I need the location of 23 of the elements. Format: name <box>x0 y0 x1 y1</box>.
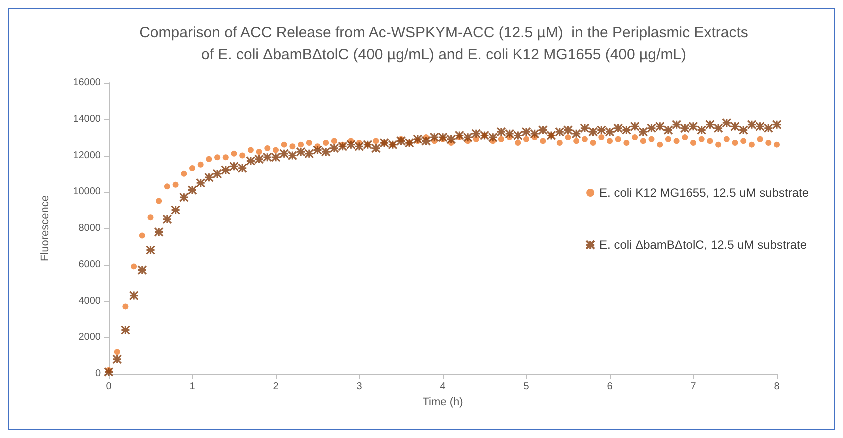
x-tick-label: 6 <box>607 382 614 392</box>
legend-label: E. coli ΔbamBΔtolC, 12.5 uM substrate <box>600 238 808 252</box>
y-tick-label: 0 <box>95 368 102 380</box>
x-tick-label: 8 <box>774 382 780 392</box>
x-axis-title: Time (h) <box>422 396 464 408</box>
chart-title: Comparison of ACC Release from Ac-WSPKYM-ACC (12.5 µM) in the Periplasmic Extracts of E. coli ΔbamBΔtolC (400 µg/mL) and E. coli K12 MG1655 (400 µg/mL) <box>140 24 748 64</box>
x-tick-label: 4 <box>440 382 446 392</box>
y-tick-label: 8000 <box>78 223 102 234</box>
y-tick-label: 14000 <box>73 114 102 125</box>
y-axis-title: Fluorescence <box>40 195 52 262</box>
legend-label: E. coli K12 MG1655, 12.5 uM substrate <box>600 186 810 200</box>
y-tick-label: 16000 <box>73 78 102 88</box>
x-tick-label: 3 <box>356 382 363 392</box>
x-tick-label: 5 <box>524 382 530 392</box>
x-tick-label: 2 <box>273 382 280 392</box>
y-tick-label: 10000 <box>73 186 102 198</box>
x-tick-label: 1 <box>190 382 196 392</box>
y-tick-label: 12000 <box>73 150 102 162</box>
x-tick-label: 0 <box>106 382 112 392</box>
x-tick-label: 7 <box>690 382 697 392</box>
y-tick-label: 2000 <box>78 332 102 344</box>
y-tick-label: 4000 <box>78 296 102 307</box>
y-tick-label: 6000 <box>78 259 102 270</box>
